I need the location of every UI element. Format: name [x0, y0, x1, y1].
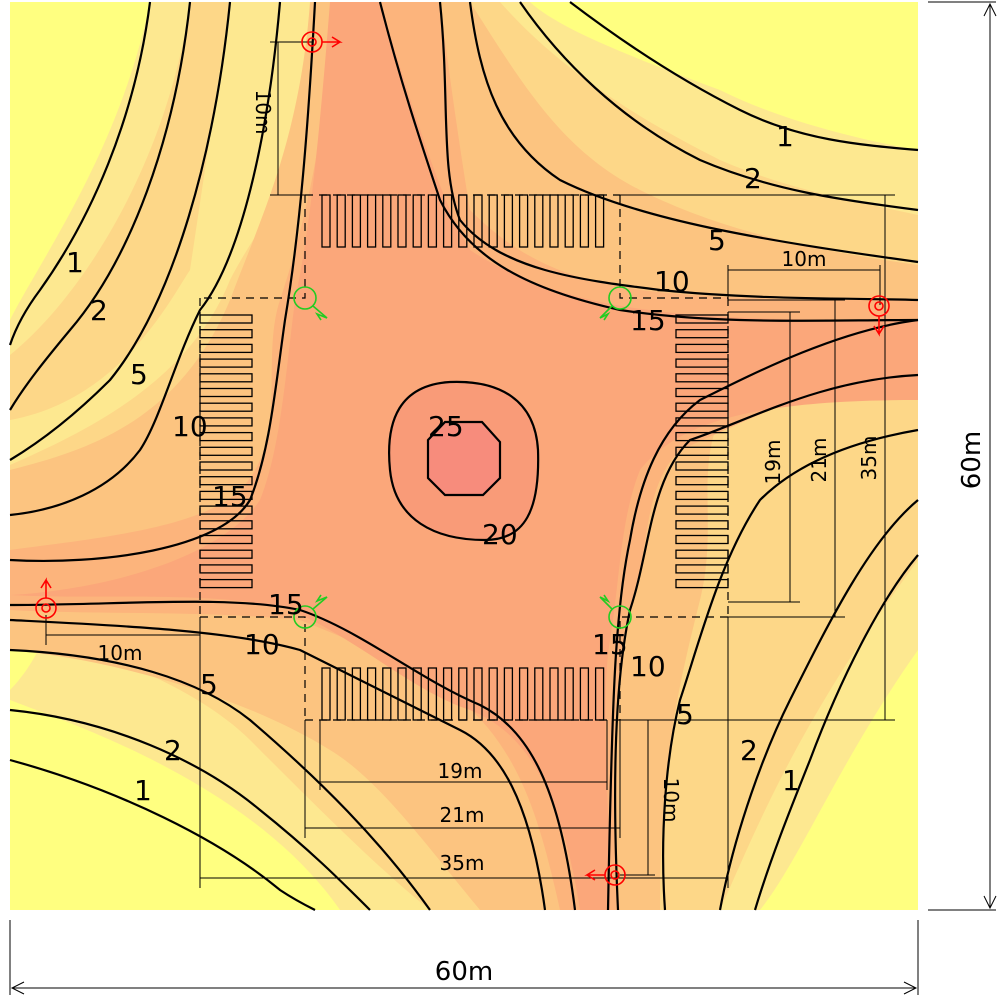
dim-crosswalk-inner-east: 19m: [761, 440, 785, 485]
contour-label-10-sw: 10: [244, 628, 280, 661]
dim-crosswalk-outer-east: 21m: [807, 438, 831, 483]
dim-total-width: 60m: [435, 957, 493, 987]
contour-label-15-nw: 15: [212, 480, 248, 513]
contour-label-10-nw: 10: [172, 410, 208, 443]
dim-overall-east: 35m: [857, 436, 881, 481]
contour-label-5-se: 5: [676, 698, 694, 731]
contour-label-15-ne: 15: [630, 304, 666, 337]
dim-crosswalk-outer-south: 21m: [440, 803, 485, 827]
contour-label-2-ne: 2: [744, 162, 762, 195]
contour-label-2-sw: 2: [164, 734, 182, 767]
contour-label-1-ne: 1: [776, 120, 794, 153]
dim-light-offset-north: 10m: [251, 90, 275, 135]
dim-light-offset-west: 10m: [98, 641, 143, 665]
dim-crosswalk-inner-south: 19m: [438, 759, 483, 783]
contour-label-5-nw: 5: [130, 358, 148, 391]
contour-label-1-se: 1: [782, 764, 800, 797]
dim-overall-south: 35m: [440, 851, 485, 875]
dim-total-height: 60m: [957, 431, 987, 489]
dim-light-offset-east: 10m: [782, 247, 827, 271]
contour-label-2-se: 2: [740, 734, 758, 767]
contour-label-25: 25: [428, 410, 464, 443]
contour-label-5-ne: 5: [708, 224, 726, 257]
contour-label-5-sw: 5: [200, 668, 218, 701]
contour-label-20: 20: [482, 518, 518, 551]
contour-label-10-se: 10: [630, 650, 666, 683]
contour-label-1-sw: 1: [134, 774, 152, 807]
dim-light-offset-south: 10m: [659, 778, 683, 823]
contour-label-10-ne: 10: [654, 265, 690, 298]
contour-label-15-se: 15: [592, 628, 628, 661]
contour-label-15-sw: 15: [268, 588, 304, 621]
contour-label-2-nw: 2: [90, 294, 108, 327]
contour-label-1-nw: 1: [66, 246, 84, 279]
